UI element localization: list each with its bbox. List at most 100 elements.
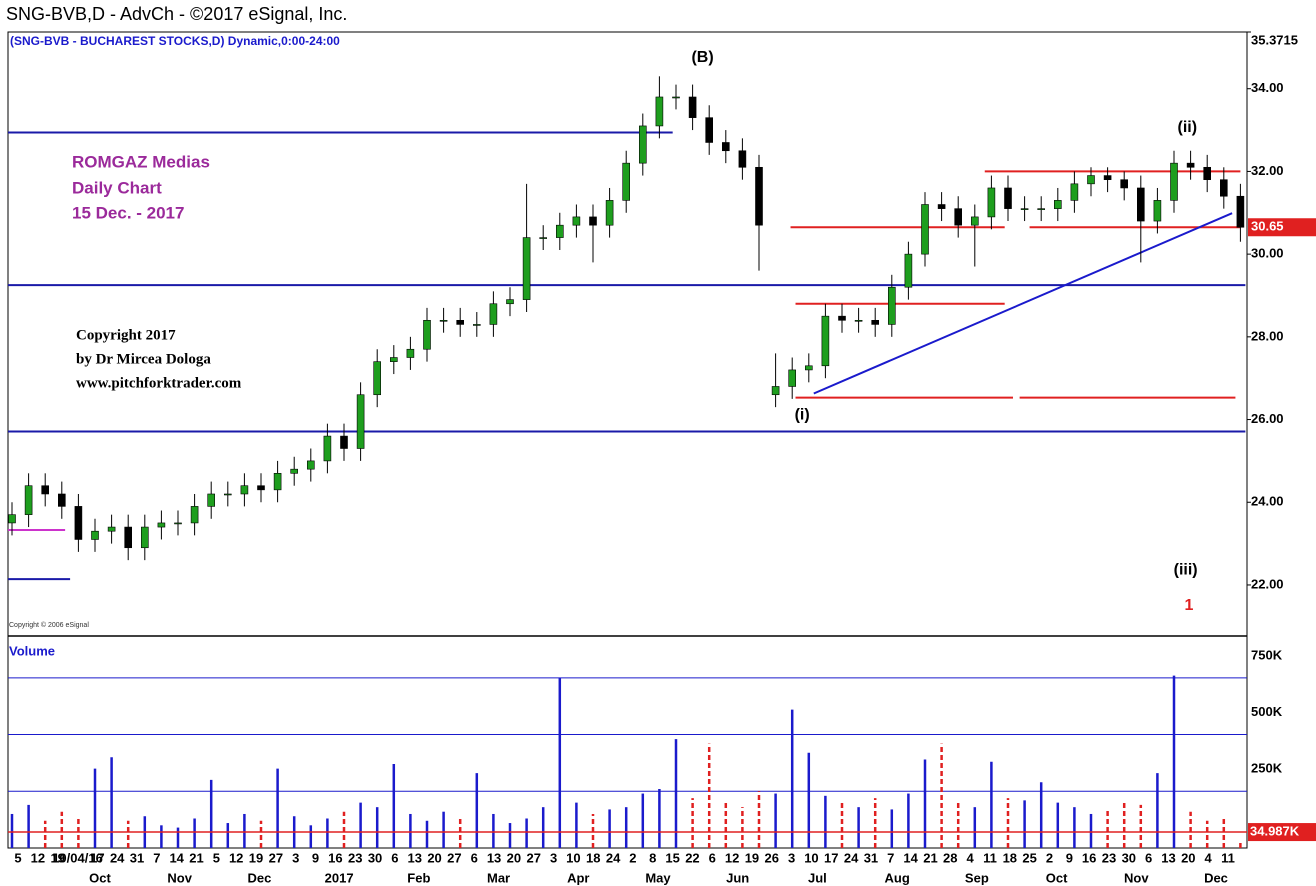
candle-body [8,514,16,524]
x-tick-label: 20 [1181,850,1195,865]
candle-body [821,315,830,367]
x-month-label: Oct [1046,870,1068,885]
candle-body [755,166,763,226]
candle-body [24,485,33,515]
x-tick-label: 12 [31,850,45,865]
x-month-label: Feb [407,870,430,885]
candle-body [854,319,863,322]
candle-body [107,526,116,532]
volume-tick-label: 750K [1251,647,1283,662]
wave-label: (iii) [1174,562,1198,579]
candle-body [406,348,415,358]
x-tick-label: 11 [1221,850,1235,865]
candle-body [1054,200,1062,209]
x-month-label: Mar [487,870,510,885]
x-month-label: Oct [89,870,111,885]
candle-body [904,253,913,288]
candle-body [705,117,714,143]
candle-body [190,506,199,524]
candle-body [373,361,382,396]
x-tick-label: 5 [14,850,21,865]
x-tick-label: 7 [153,850,160,865]
note: ROMGAZ Medias [72,152,210,171]
candle-body [124,526,132,549]
x-tick-label: 12 [229,850,243,865]
candle-body [91,530,99,540]
x-tick-label: 16 [1082,850,1096,865]
candle-body [887,286,896,325]
x-month-label: Dec [1204,870,1228,885]
candle-body [804,365,813,371]
x-tick-label: 27 [527,850,541,865]
x-tick-label: 25 [1022,850,1036,865]
candle-body [539,237,548,239]
x-tick-label: 4 [1205,850,1213,865]
x-month-label: Apr [567,870,589,885]
plot-frame [7,31,1248,849]
candle-body [771,386,780,396]
candle-body [721,142,730,152]
x-tick-label: 6 [391,850,398,865]
last-volume-label: 34.987K [1250,823,1300,838]
last-price-box [1248,218,1316,237]
candle-body [1087,175,1095,185]
candle-body [389,357,398,362]
candle-body [838,315,846,321]
x-tick-label: 27 [447,850,461,865]
chart-subtitle: (SNG-BVB - BUCHAREST STOCKS,D) Dynamic,0… [10,34,340,48]
x-tick-label: 28 [943,850,957,865]
x-tick-label: 6 [1145,850,1152,865]
trend-line [813,212,1233,395]
last-price-label: 30.65 [1251,219,1284,234]
x-month-label: Sep [965,870,989,885]
candle-body [555,224,564,238]
x-tick-label: 19 [745,850,759,865]
wave-label: (B) [691,49,713,66]
candle-body [57,493,66,507]
x-tick-label: 10 [566,850,580,865]
candle-body [672,96,680,99]
x-tick-label: 24 [844,850,859,865]
candle-body [306,460,315,470]
x-month-label: May [645,870,671,885]
x-tick-label: 20 [427,850,441,865]
volume-tick-label: 500K [1251,704,1283,719]
candle-body [41,485,50,495]
x-tick-label: 24 [606,850,621,865]
x-tick-label: 3 [292,850,299,865]
x-tick-label: 6 [709,850,716,865]
x-tick-label: 17 [824,850,838,865]
wave-label: 1 [1184,597,1193,614]
x-tick-label: 11 [983,850,997,865]
x-tick-label: 16 [328,850,342,865]
candle-body [522,237,531,300]
x-tick-label: 24 [110,850,125,865]
candle-body [157,522,166,528]
y-tick-label: 30.00 [1251,246,1284,261]
candle-body [207,493,215,507]
candle-body [788,369,797,387]
x-tick-label: 17 [90,850,104,865]
candle-body [1103,175,1112,180]
last-volume-box [1248,823,1316,842]
y-tick-label: 24.00 [1251,494,1284,509]
x-tick-label: 19 [50,850,64,865]
x-tick-label: 10 [804,850,818,865]
candle-body [1236,195,1245,228]
x-month-label: Jun [726,870,749,885]
candle-body [1120,179,1128,189]
x-tick-label: 14 [903,850,918,865]
x-tick-label: 18 [586,850,600,865]
candle-body [224,493,232,496]
candle-body [74,506,83,540]
candle-body [688,96,697,118]
x-tick-label: 21 [189,850,203,865]
source-note: Copyright © 2006 eSignal [9,621,89,629]
y-tick-label: 28.00 [1251,328,1284,343]
candle-body [141,526,149,549]
x-tick-label: 5 [213,850,220,865]
candle-body [622,162,631,201]
y-tick-label: 35.3715 [1251,32,1298,47]
x-tick-label: 3 [550,850,557,865]
